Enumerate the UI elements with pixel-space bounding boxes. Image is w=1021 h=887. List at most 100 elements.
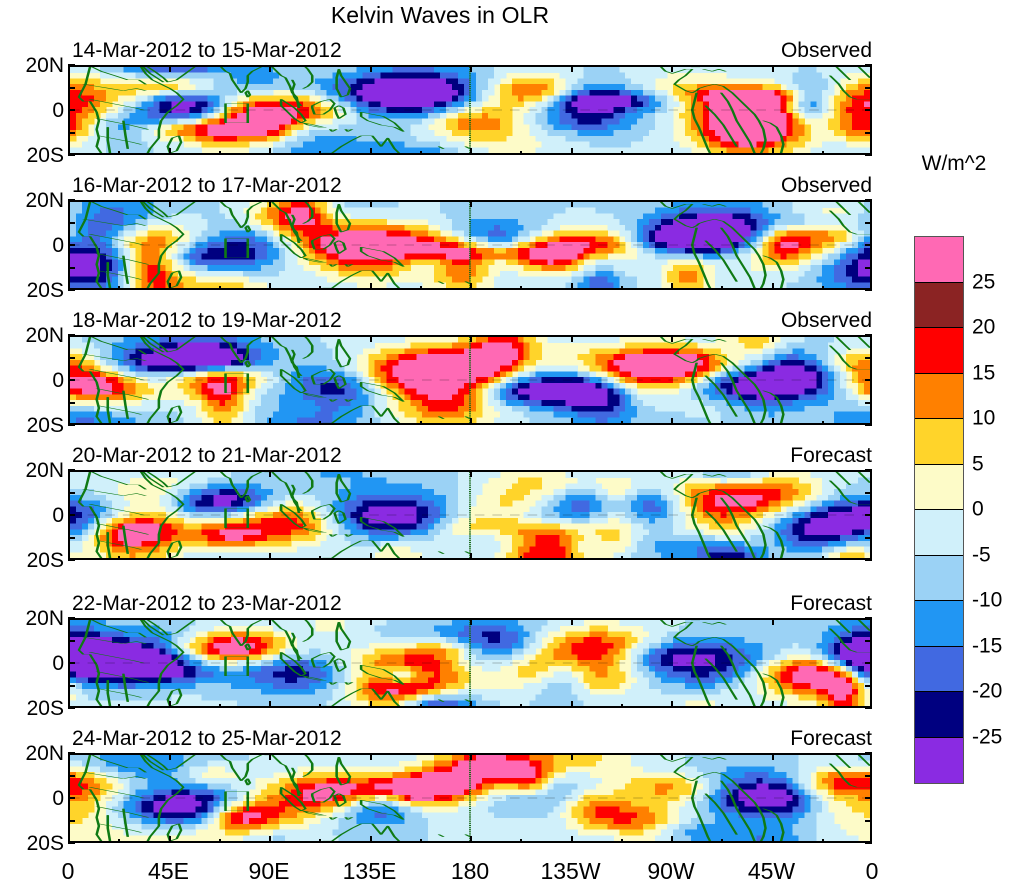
x-tick-mark — [369, 753, 372, 760]
colorbar-tick-label: -20 — [972, 679, 1003, 703]
x-minor-tick — [520, 704, 523, 708]
colorbar-units-label: W/m^2 — [921, 152, 987, 175]
x-tick-mark — [671, 701, 673, 708]
x-tick-mark — [369, 335, 372, 342]
olr-panel-1[interactable] — [68, 64, 872, 156]
x-minor-tick — [118, 151, 121, 155]
x-tick-mark — [470, 335, 472, 342]
x-tick-mark — [771, 701, 774, 708]
x-minor-tick — [721, 556, 724, 560]
x-minor-tick — [821, 286, 824, 290]
x-tick-mark — [771, 470, 774, 477]
panel-date-range: 20-Mar-2012 to 21-Mar-2012 — [72, 444, 342, 467]
olr-panel-2[interactable] — [68, 199, 872, 291]
y-tick-mark — [865, 774, 872, 777]
colorbar-band — [915, 373, 963, 419]
olr-anomaly-map — [70, 755, 870, 841]
panel-date-range: 16-Mar-2012 to 17-Mar-2012 — [72, 174, 342, 197]
x-tick-mark — [771, 335, 774, 342]
olr-panel-4[interactable] — [68, 469, 872, 561]
y-tick-label: 20S — [26, 279, 64, 302]
y-tick-label: 20N — [25, 607, 64, 630]
x-tick-mark — [771, 418, 774, 425]
panel-stack: 14-Mar-2012 to 15-Mar-2012 Observed 20N 0 20… — [0, 39, 872, 854]
y-tick-label: 20S — [26, 414, 64, 437]
y-tick-mark — [68, 491, 75, 494]
olr-panel-5[interactable] — [68, 617, 872, 709]
y-tick-mark — [68, 356, 75, 359]
olr-panel-6[interactable] — [68, 752, 872, 844]
x-tick-mark — [369, 200, 372, 207]
panel-plot-area — [68, 65, 872, 155]
y-tick-mark — [68, 819, 75, 822]
x-minor-tick — [118, 286, 121, 290]
x-tick-mark — [771, 200, 774, 207]
y-tick-mark — [68, 199, 75, 201]
y-tick-label: 0 — [52, 369, 64, 392]
x-tick-mark — [570, 836, 573, 843]
x-tick-mark — [470, 148, 472, 155]
x-minor-tick — [520, 286, 523, 290]
y-tick-mark — [865, 131, 872, 134]
olr-panel-3[interactable] — [68, 334, 872, 426]
y-tick-mark — [865, 244, 872, 246]
panel-date-range: 24-Mar-2012 to 25-Mar-2012 — [72, 727, 342, 750]
colorbar-band — [915, 555, 963, 601]
x-tick-mark — [470, 836, 472, 843]
y-tick-mark — [68, 154, 75, 156]
y-tick-label: 20S — [26, 144, 64, 167]
x-minor-tick — [520, 556, 523, 560]
x-minor-tick — [620, 556, 623, 560]
y-tick-mark — [865, 289, 872, 291]
x-tick-mark — [168, 148, 171, 155]
x-minor-tick — [319, 421, 322, 425]
y-tick-mark — [68, 109, 75, 111]
x-minor-tick — [218, 556, 221, 560]
x-tick-mark — [269, 753, 271, 760]
x-tick-mark — [269, 200, 271, 207]
x-tick-mark — [470, 200, 472, 207]
x-tick-mark — [369, 553, 372, 560]
y-axis-labels-2: 20N 0 20S — [0, 190, 64, 301]
x-tick-mark — [570, 470, 573, 477]
x-tick-mark — [168, 753, 171, 760]
x-tick-mark — [168, 470, 171, 477]
x-minor-tick — [419, 556, 422, 560]
x-tick-mark — [269, 618, 271, 625]
x-tick-mark — [570, 753, 573, 760]
panel-plot-area — [68, 335, 872, 425]
x-minor-tick — [419, 421, 422, 425]
x-minor-tick — [218, 421, 221, 425]
x-axis: 0 45E 90E 135E 180 135W 90W 45W 0 — [62, 846, 879, 886]
x-minor-tick — [218, 704, 221, 708]
colorbar-tick-label: -10 — [972, 588, 1003, 612]
y-tick-label: 0 — [52, 234, 64, 257]
x-minor-tick — [620, 704, 623, 708]
y-axis-labels-3: 20N 0 20S — [0, 325, 64, 436]
x-minor-tick — [218, 286, 221, 290]
x-tick-mark — [470, 65, 472, 72]
x-minor-tick — [620, 151, 623, 155]
x-minor-tick — [821, 421, 824, 425]
colorbar-band — [915, 601, 963, 647]
y-tick-label: 20S — [26, 697, 64, 720]
x-minor-tick — [620, 839, 623, 843]
x-tick-mark — [168, 553, 171, 560]
x-minor-tick — [118, 704, 121, 708]
x-tick-mark — [771, 65, 774, 72]
y-tick-mark — [68, 752, 75, 754]
y-tick-mark — [68, 244, 75, 246]
y-tick-mark — [865, 266, 872, 269]
colorbar-band — [915, 237, 963, 283]
x-tick-label: 0 — [865, 858, 879, 884]
x-tick-mark — [570, 200, 573, 207]
olr-anomaly-map — [70, 620, 870, 706]
colorbar-tick-label: 10 — [972, 406, 996, 430]
olr-anomaly-map — [70, 337, 870, 423]
x-tick-mark — [570, 553, 573, 560]
page-title: Kelvin Waves in OLR — [330, 2, 550, 28]
y-tick-mark — [68, 662, 75, 664]
x-tick-mark — [671, 836, 673, 843]
y-tick-mark — [865, 334, 872, 336]
